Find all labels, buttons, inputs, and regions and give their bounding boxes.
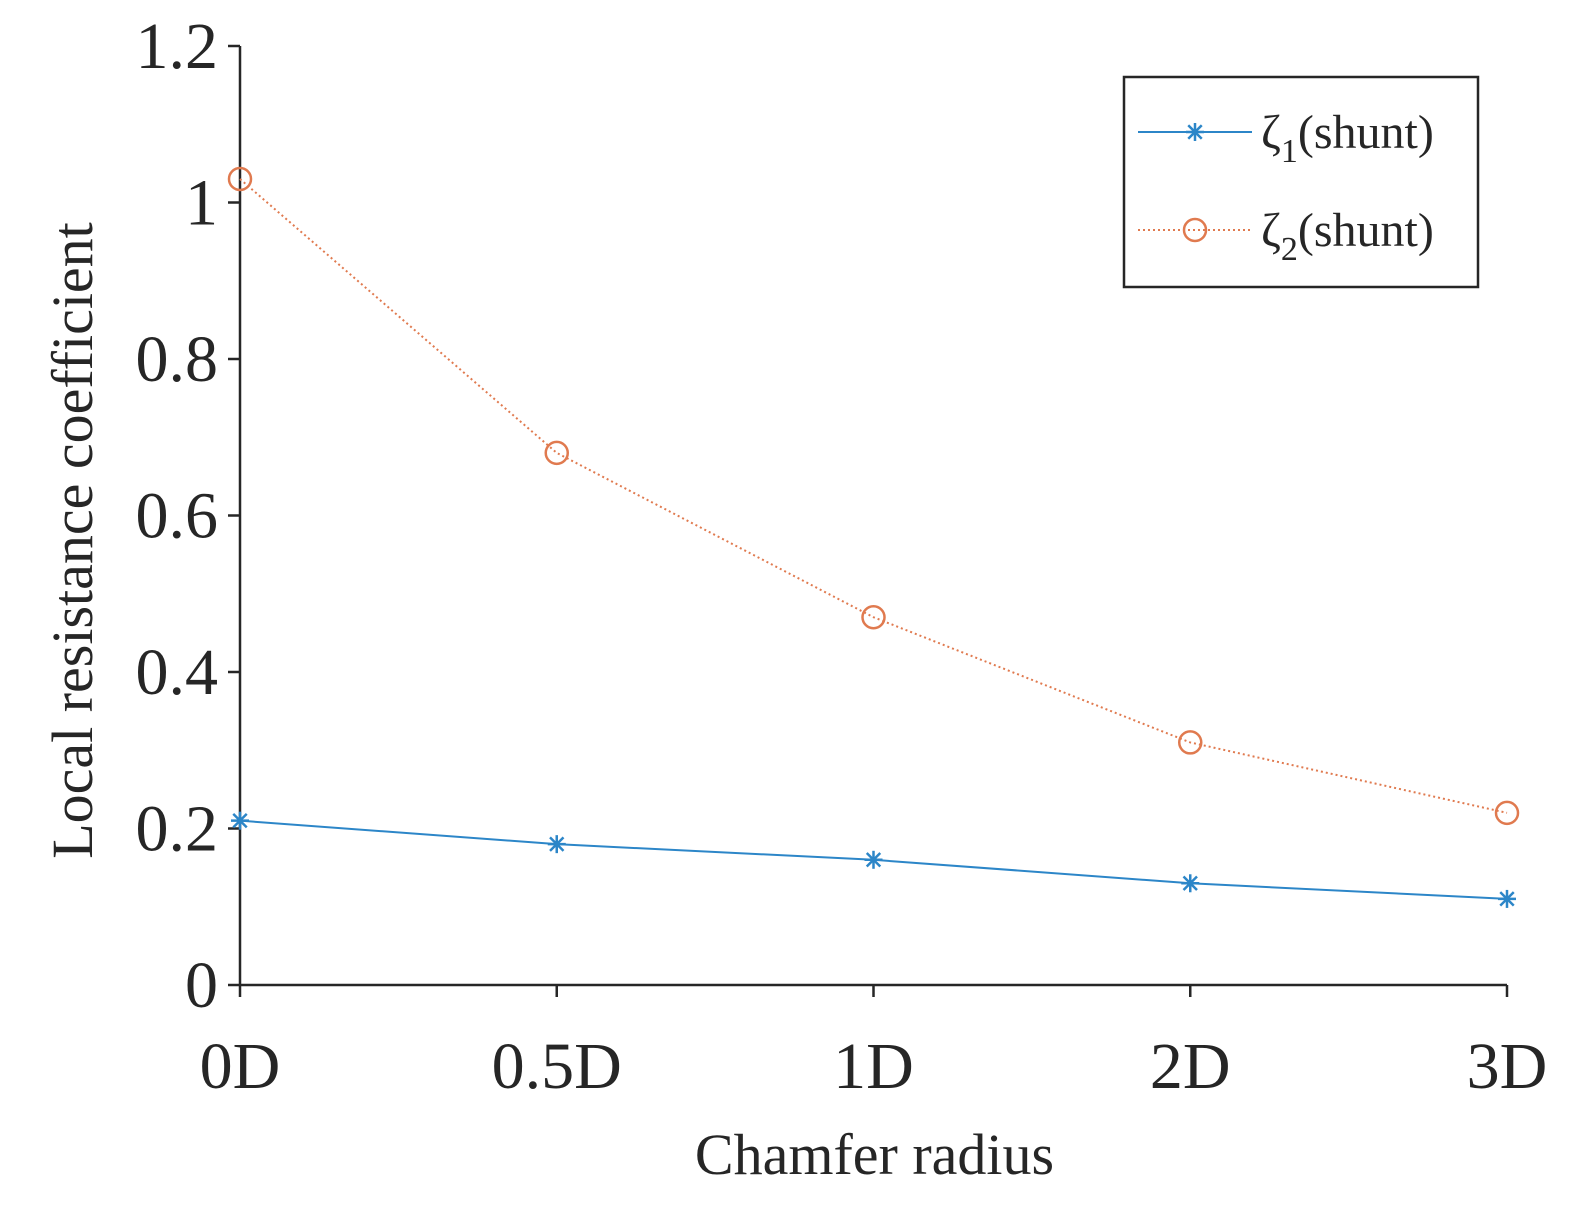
legend-entry: ζ2(shunt) xyxy=(1138,204,1434,268)
series-2-point xyxy=(544,440,569,466)
series-2-point xyxy=(861,604,886,630)
x-tick-label: 1D xyxy=(833,1030,914,1103)
x-tick-label: 3D xyxy=(1467,1030,1548,1103)
y-axis-title: Local resistance coefficient xyxy=(40,222,105,859)
legend-symbol: ζ xyxy=(1261,204,1281,257)
legend-symbol: ζ xyxy=(1261,106,1281,159)
x-tick-label: 2D xyxy=(1150,1030,1231,1103)
y-tick-label: 1.2 xyxy=(136,10,219,83)
y-ticks: 0 0.2 0.4 0.6 0.8 1 1.2 xyxy=(136,10,240,1022)
x-tick-label: 0.5D xyxy=(492,1030,622,1103)
y-tick-label: 1 xyxy=(185,167,218,240)
series-2-point xyxy=(1494,800,1520,826)
x-tick-label: 0D xyxy=(200,1030,281,1103)
series-2-point xyxy=(1178,730,1203,755)
series-1-point xyxy=(547,835,566,854)
y-tick-label: 0.4 xyxy=(136,636,219,709)
series-1-point xyxy=(864,850,883,869)
y-tick-label: 0.8 xyxy=(136,323,219,396)
series-2-line xyxy=(239,178,1508,814)
legend-label: ζ2(shunt) xyxy=(1261,204,1434,268)
y-tick-label: 0 xyxy=(185,949,218,1022)
series-1-point xyxy=(1181,874,1200,893)
legend-subscript: 1 xyxy=(1281,133,1298,170)
legend-entry: ζ1(shunt) xyxy=(1138,106,1434,170)
y-tick-label: 0.2 xyxy=(136,793,219,866)
x-ticks: 0D 0.5D 1D 2D 3D xyxy=(200,985,1548,1103)
legend-marker-sample xyxy=(1182,217,1208,243)
series-1-point xyxy=(1498,889,1516,908)
legend-label: ζ1(shunt) xyxy=(1261,106,1434,170)
legend-suffix: (shunt) xyxy=(1298,106,1434,159)
series-1-point xyxy=(231,811,249,830)
series-1 xyxy=(231,811,1516,908)
legend-box xyxy=(1122,75,1480,289)
legend-suffix: (shunt) xyxy=(1298,204,1434,257)
y-tick-label: 0.6 xyxy=(136,480,219,553)
legend: ζ1(shunt)ζ2(shunt) xyxy=(1122,75,1480,289)
legend-marker-sample xyxy=(1186,123,1204,141)
series-2-point xyxy=(227,166,253,192)
legend-subscript: 2 xyxy=(1281,231,1298,268)
x-axis-title: Chamfer radius xyxy=(695,1122,1054,1187)
series-2 xyxy=(227,166,1520,826)
series-group xyxy=(227,166,1520,908)
